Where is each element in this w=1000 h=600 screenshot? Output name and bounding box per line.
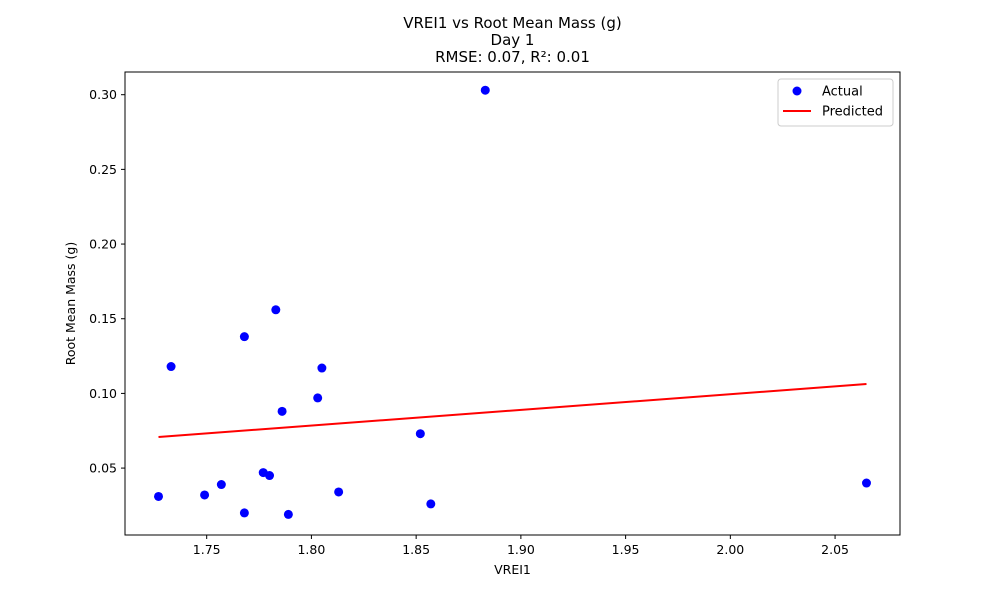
y-tick-label: 0.05: [89, 461, 117, 476]
x-tick-label: 1.75: [193, 542, 221, 557]
plot-frame: [124, 71, 901, 536]
y-tick-label: 0.25: [89, 162, 117, 177]
y-axis-label: Root Mean Mass (g): [63, 242, 78, 365]
x-axis: 1.75 1.80 1.85 1.90 1.95 2.00 2.05: [193, 535, 849, 557]
y-tick-label: 0.20: [89, 237, 117, 252]
y-tick-label: 0.10: [89, 386, 117, 401]
actual-point: [426, 499, 436, 509]
chart-title-line: RMSE: 0.07, R²: 0.01: [435, 48, 590, 66]
x-tick-label: 1.85: [402, 542, 430, 557]
y-axis: 0.05 0.10 0.15 0.20 0.25 0.30: [89, 87, 125, 476]
x-tick-label: 1.90: [507, 542, 535, 557]
chart-title-line: VREI1 vs Root Mean Mass (g): [403, 14, 622, 32]
actual-point: [166, 362, 176, 372]
x-axis-label: VREI1: [494, 562, 531, 577]
predicted-line: [158, 383, 867, 439]
actual-point: [216, 480, 226, 490]
y-tick-label: 0.15: [89, 311, 117, 326]
x-tick-label: 2.05: [821, 542, 849, 557]
actual-point: [861, 478, 871, 488]
actual-point: [200, 490, 210, 500]
chart-title-line: Day 1: [491, 31, 535, 49]
legend-box: [777, 78, 894, 127]
actual-point: [313, 393, 323, 403]
legend: Actual Predicted: [777, 78, 894, 127]
actual-point: [317, 363, 327, 373]
x-tick-label: 2.00: [716, 542, 744, 557]
actual-point: [334, 487, 344, 497]
actual-point: [271, 305, 281, 315]
legend-marker-actual: [792, 86, 802, 96]
actual-point: [239, 508, 249, 518]
actual-point: [415, 429, 425, 439]
legend-label: Actual: [822, 85, 863, 100]
y-tick-label: 0.30: [89, 87, 117, 102]
actual-point: [480, 85, 490, 95]
actual-point: [154, 491, 164, 501]
actual-point: [265, 471, 275, 481]
x-tick-label: 1.95: [612, 542, 640, 557]
actual-point: [239, 332, 249, 342]
legend-label: Predicted: [822, 105, 883, 120]
actual-point: [283, 509, 293, 519]
actual-point: [277, 406, 287, 416]
x-tick-label: 1.80: [297, 542, 325, 557]
plot-area: [124, 71, 901, 536]
